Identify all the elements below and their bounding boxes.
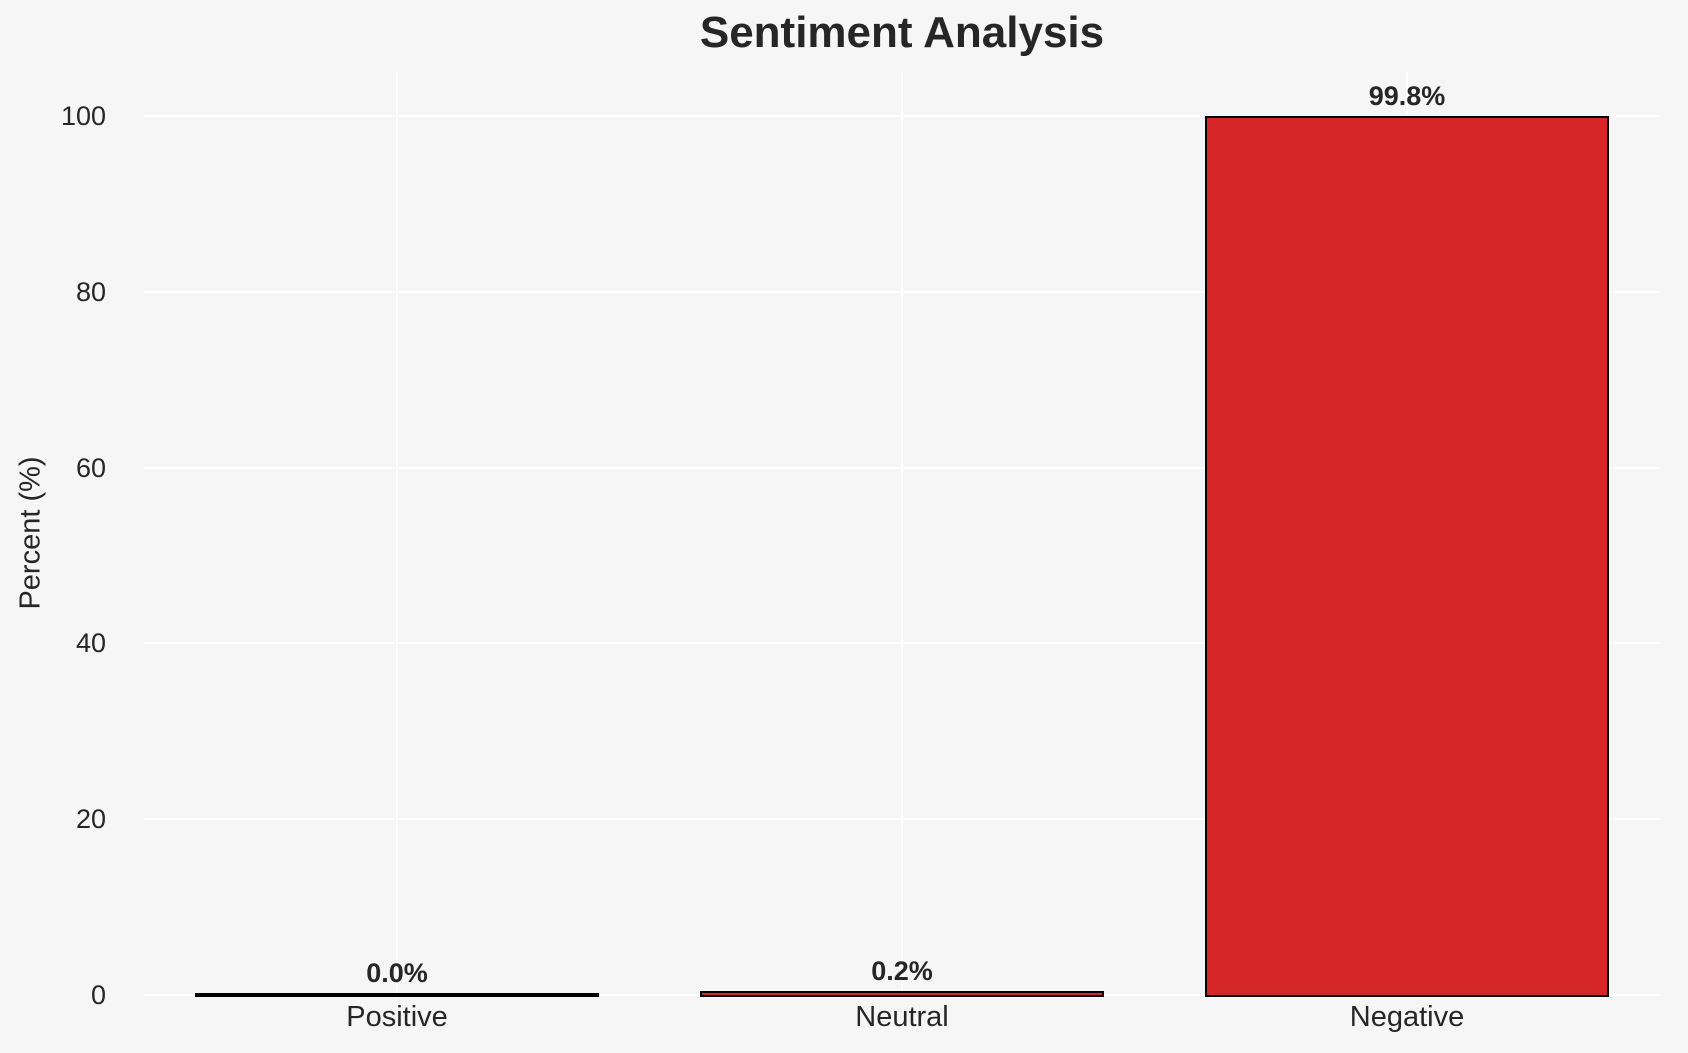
value-label: 0.0% [366, 958, 428, 988]
vertical-gridline [396, 72, 398, 995]
category-label: Positive [346, 1001, 448, 1033]
vertical-gridline [901, 72, 903, 995]
value-label: 0.2% [871, 956, 933, 986]
category-label: Neutral [855, 1001, 949, 1033]
bar-negative [1205, 116, 1609, 997]
chart-title: Sentiment Analysis [699, 8, 1105, 57]
y-tick-label: 80 [75, 277, 106, 307]
bar-positive [195, 993, 599, 997]
y-tick-label: 40 [75, 628, 106, 658]
y-tick-label: 0 [90, 980, 106, 1010]
category-label: Negative [1349, 1001, 1465, 1033]
y-tick-label: 20 [75, 804, 106, 834]
y-tick-label: 100 [60, 101, 106, 131]
y-axis-label: Percent (%) [14, 456, 47, 610]
value-label: 99.8% [1368, 81, 1446, 111]
y-tick-label: 60 [75, 453, 106, 483]
bar-neutral [700, 991, 1104, 997]
